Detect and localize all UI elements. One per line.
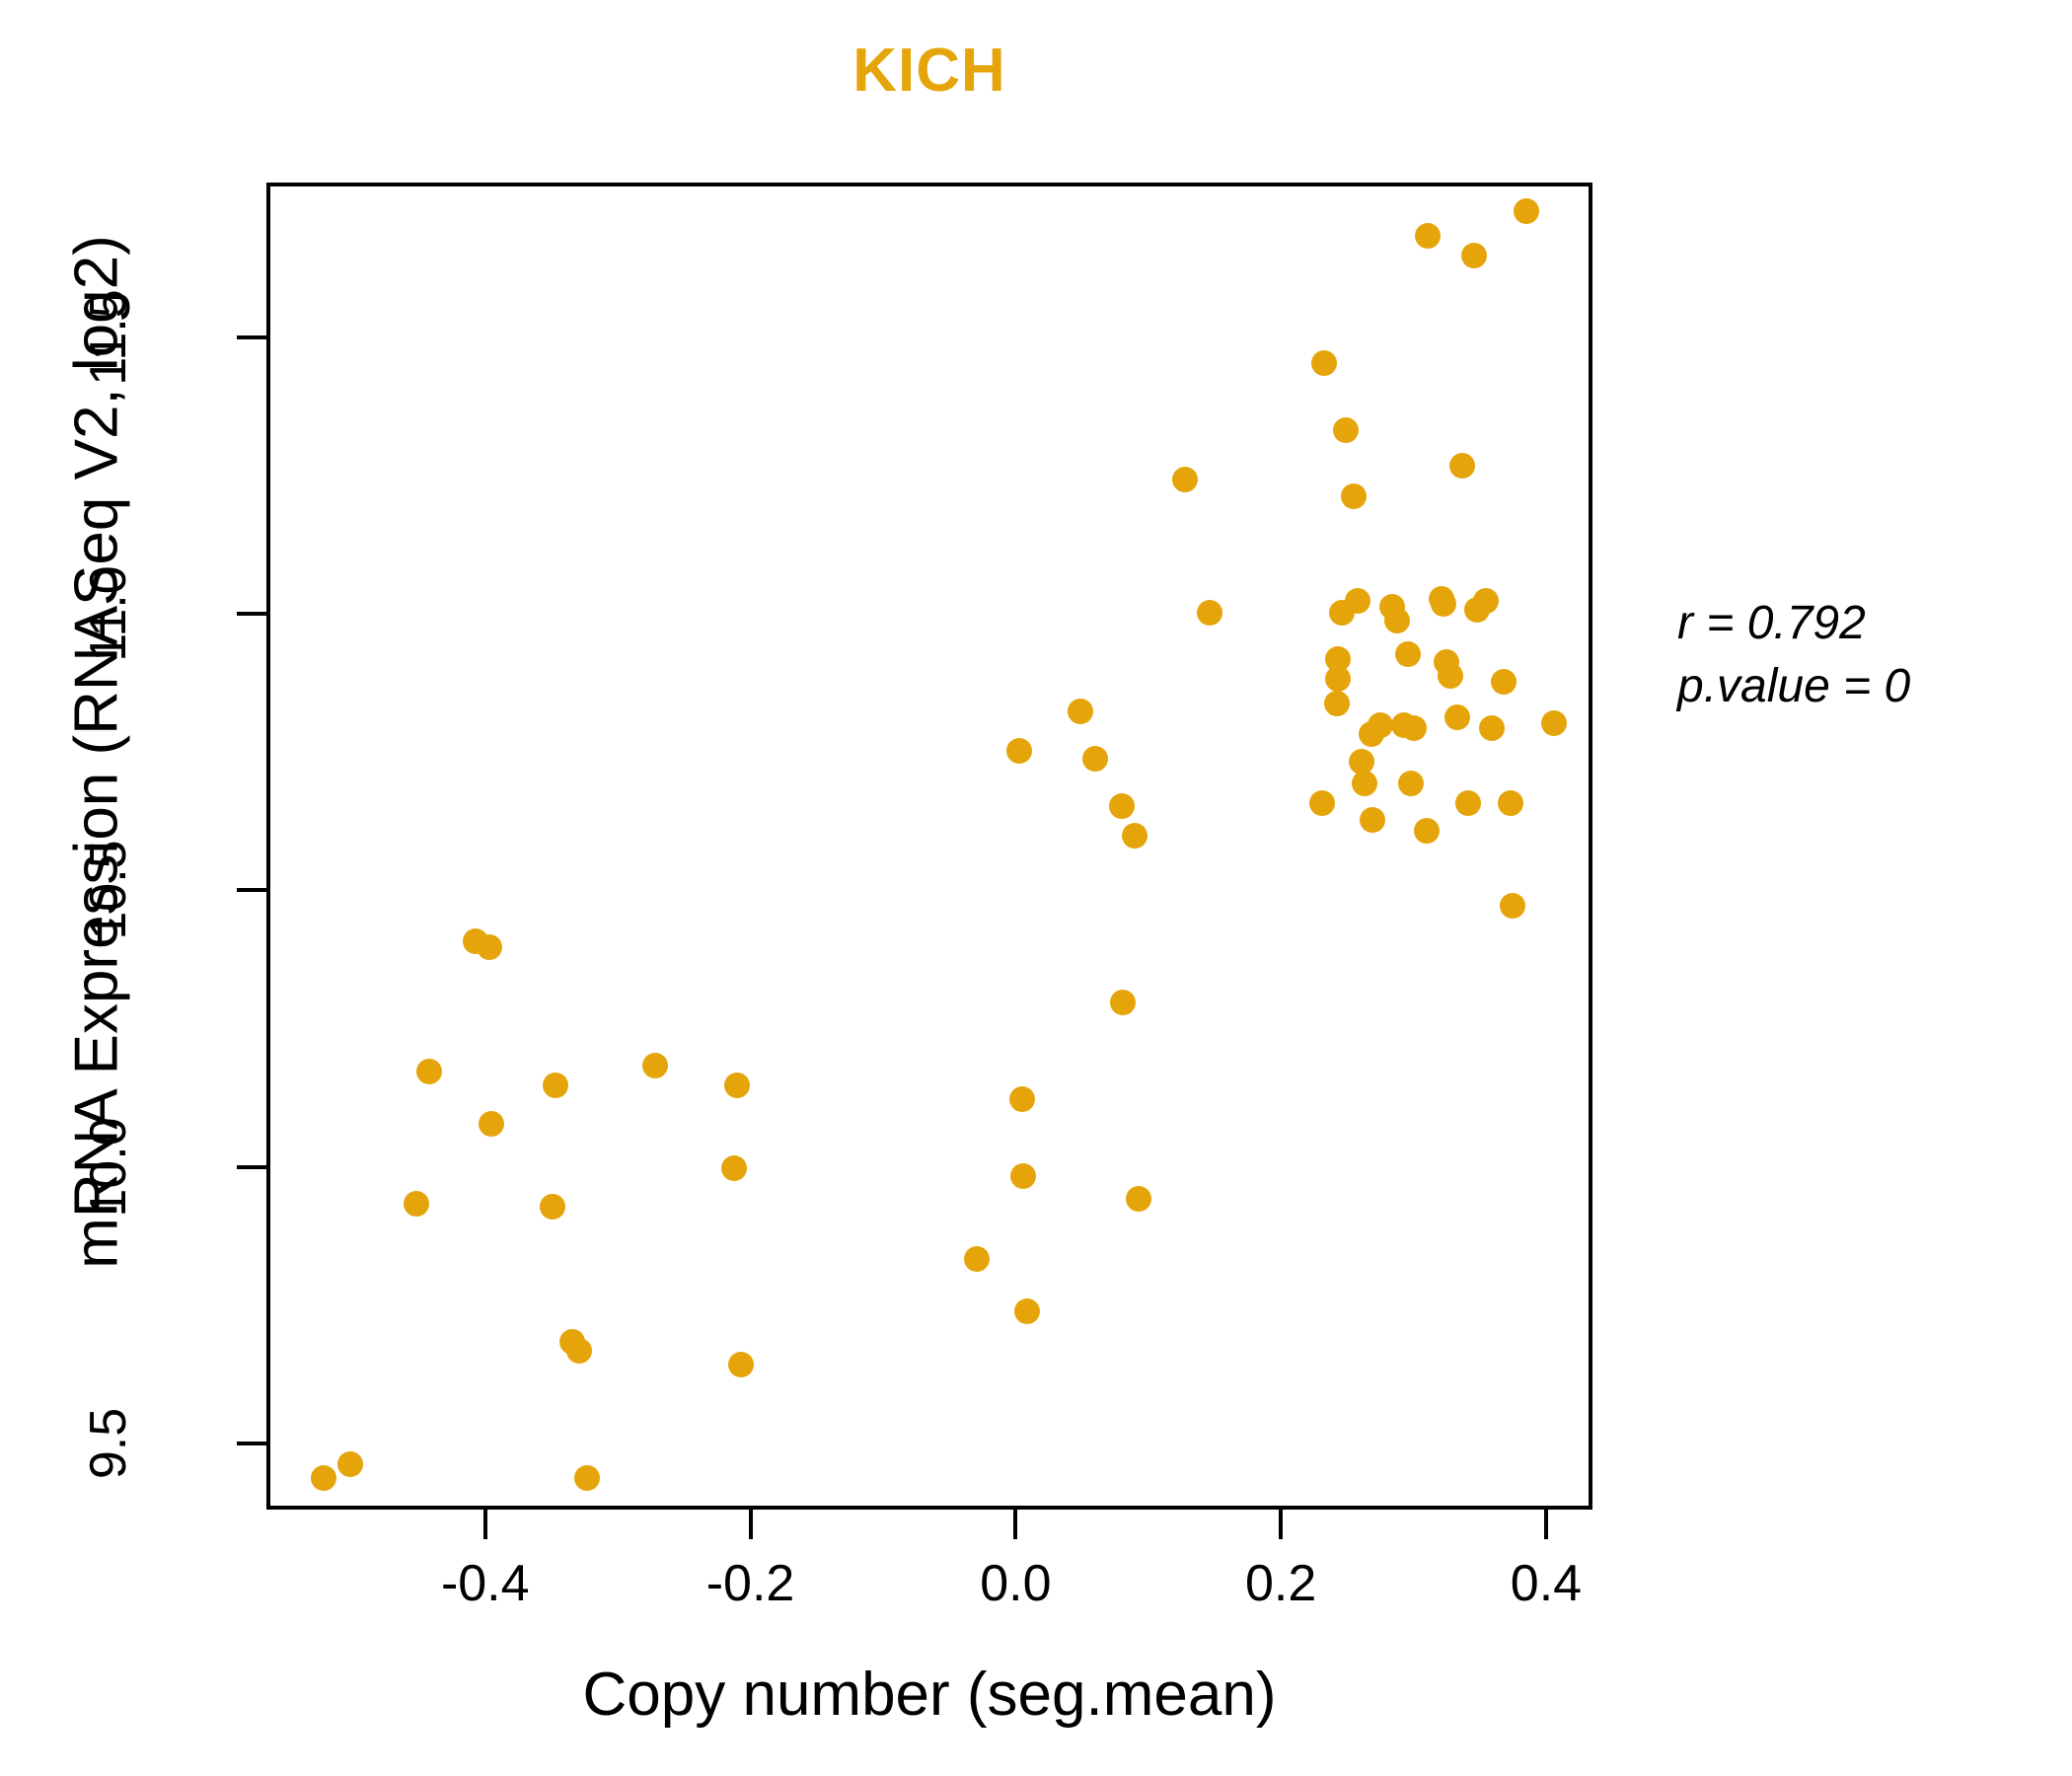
plot-area [266,183,1592,1510]
x-axis-tick [1543,1510,1548,1539]
p-value-text: p.value = 0 [1677,660,1911,712]
y-axis-label-wrapper: mRNA Expression (RNASeq V2, log2) [63,89,132,1416]
data-point [1014,1298,1041,1325]
data-point [1461,243,1488,269]
y-axis-tick [237,888,266,893]
data-point [1443,704,1470,730]
data-point [1431,591,1457,618]
data-point [1108,792,1135,819]
page-title: KICH [852,37,1006,105]
data-point [1500,892,1526,919]
data-point [641,1053,668,1079]
data-point [310,1464,336,1491]
data-point [476,933,502,960]
data-point [1397,771,1424,797]
data-point [1349,748,1375,775]
data-point [1513,198,1539,225]
data-point [1332,416,1359,443]
data-point [1497,789,1523,816]
data-point [540,1193,566,1220]
data-point [336,1450,363,1477]
r-value-text: r = 0.792 [1677,597,1866,649]
x-axis-tick [1279,1510,1284,1539]
data-point [1172,467,1199,493]
data-point [542,1072,568,1098]
data-point [566,1337,593,1364]
data-point [1126,1185,1152,1212]
y-axis-tick [237,1164,266,1169]
data-point [1540,709,1567,736]
x-axis-tick-label: -0.2 [705,1555,795,1612]
data-point [1110,989,1137,1015]
data-point [403,1191,429,1218]
data-point [1341,482,1368,509]
x-axis-tick [482,1510,487,1539]
data-point [1413,817,1440,844]
data-point [1068,699,1094,725]
data-point [1311,350,1338,377]
data-point [1345,588,1371,615]
data-point [721,1154,748,1181]
correlation-annotation: r = 0.792 p.value = 0 [1677,592,1910,718]
data-point [574,1464,601,1491]
data-point [479,1110,505,1137]
y-axis-tick [237,334,266,339]
data-point [1323,690,1350,716]
x-axis-tick-label: 0.4 [1510,1555,1583,1612]
x-axis-tick [748,1510,753,1539]
data-point [1454,789,1481,816]
data-point [728,1351,755,1377]
data-point [1006,737,1033,764]
x-axis-tick-label: 0.0 [980,1555,1052,1612]
scatter-points-layer [270,186,1589,1506]
data-point [1478,715,1505,742]
data-point [1415,223,1442,250]
data-point [416,1058,443,1084]
data-point [1324,665,1351,692]
data-point [1473,588,1500,615]
data-point [1009,1085,1036,1112]
data-point [1308,789,1335,816]
data-point [1081,746,1108,773]
x-axis-tick-label: -0.4 [440,1555,530,1612]
data-point [1122,823,1148,850]
x-axis-label: Copy number (seg.mean) [582,1661,1277,1729]
data-point [1351,771,1377,797]
data-point [1196,599,1222,626]
data-point [1400,715,1427,742]
data-point [964,1246,991,1273]
y-axis-tick [237,1441,266,1445]
data-point [1359,806,1385,833]
data-point [724,1072,751,1098]
x-axis-tick-label: 0.2 [1245,1555,1317,1612]
x-axis-tick [1013,1510,1018,1539]
data-point [1010,1163,1037,1190]
y-axis-tick [237,612,266,617]
data-point [1395,640,1422,667]
data-point [1449,453,1476,479]
y-axis-label: mRNA Expression (RNASeq V2, log2) [62,235,131,1269]
data-point [1490,668,1517,695]
data-point [1438,662,1464,689]
data-point [1367,712,1393,739]
data-point [1384,607,1411,633]
